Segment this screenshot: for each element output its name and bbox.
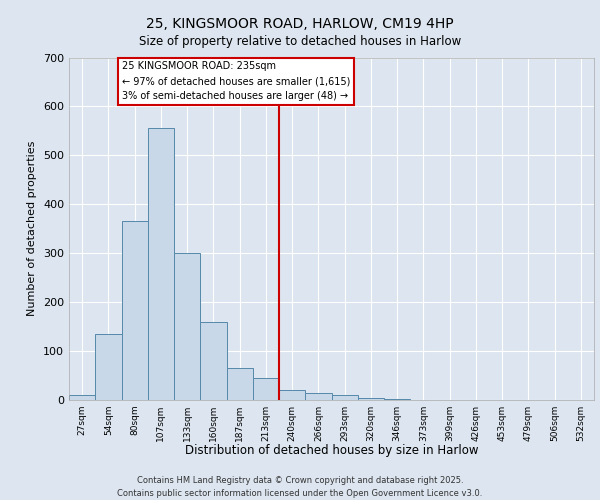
Text: Contains HM Land Registry data © Crown copyright and database right 2025.: Contains HM Land Registry data © Crown c… [137,476,463,485]
X-axis label: Distribution of detached houses by size in Harlow: Distribution of detached houses by size … [185,444,478,457]
Bar [253,378,279,400]
Text: Size of property relative to detached houses in Harlow: Size of property relative to detached ho… [139,35,461,48]
Text: 25 KINGSMOOR ROAD: 235sqm
← 97% of detached houses are smaller (1,615)
3% of sem: 25 KINGSMOOR ROAD: 235sqm ← 97% of detac… [121,62,350,101]
Bar [358,398,384,400]
Bar [121,222,148,400]
Bar [95,334,121,400]
Bar [279,390,305,400]
Bar [174,253,200,400]
Bar [200,322,227,400]
Y-axis label: Number of detached properties: Number of detached properties [28,141,37,316]
Bar [384,398,410,400]
Bar [305,392,331,400]
Bar [227,368,253,400]
Bar [69,395,95,400]
Bar [331,395,358,400]
Bar [148,128,174,400]
Text: 25, KINGSMOOR ROAD, HARLOW, CM19 4HP: 25, KINGSMOOR ROAD, HARLOW, CM19 4HP [146,18,454,32]
Text: Contains public sector information licensed under the Open Government Licence v3: Contains public sector information licen… [118,488,482,498]
